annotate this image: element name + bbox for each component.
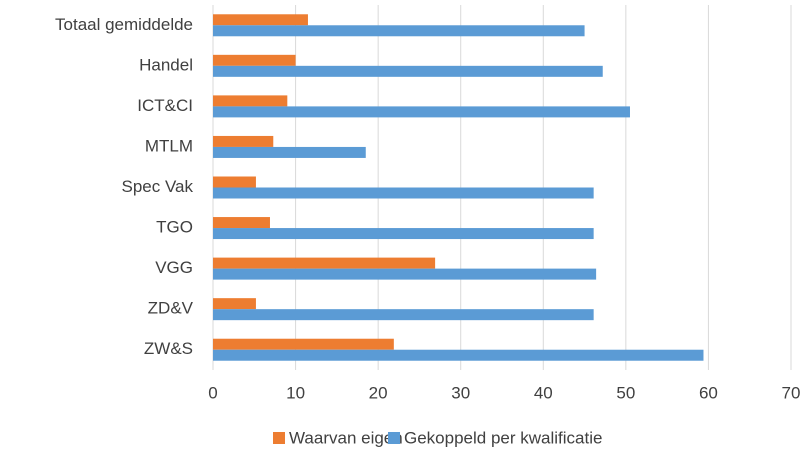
bar xyxy=(213,25,585,37)
bar xyxy=(213,187,594,199)
bar xyxy=(213,65,603,77)
bar xyxy=(213,95,288,107)
bar xyxy=(213,338,394,350)
x-tick-label: 40 xyxy=(534,383,553,402)
bar xyxy=(213,106,630,118)
bar xyxy=(213,309,594,321)
bar xyxy=(213,268,597,280)
x-tick-label: 70 xyxy=(782,383,801,402)
y-tick-label: TGO xyxy=(156,218,193,237)
bar xyxy=(213,298,256,310)
bar xyxy=(213,54,296,66)
x-tick-label: 60 xyxy=(699,383,718,402)
y-tick-label: MTLM xyxy=(145,136,193,155)
legend-label: Waarvan eigen xyxy=(289,428,403,447)
legend-label: Gekoppeld per kwalificatie xyxy=(404,428,602,447)
y-tick-label: ZD&V xyxy=(148,299,194,318)
y-tick-label: VGG xyxy=(155,258,193,277)
x-tick-label: 30 xyxy=(451,383,470,402)
bar xyxy=(213,14,308,26)
bar xyxy=(213,228,594,240)
y-tick-label: Spec Vak xyxy=(121,177,193,196)
y-tick-label: Totaal gemiddelde xyxy=(55,15,193,34)
bar xyxy=(213,135,274,147)
bar xyxy=(213,176,256,188)
bar xyxy=(213,349,704,361)
legend-swatch xyxy=(273,432,285,444)
x-tick-label: 50 xyxy=(616,383,635,402)
y-tick-label: ICT&CI xyxy=(137,96,193,115)
bar xyxy=(213,217,270,229)
x-tick-label: 10 xyxy=(286,383,305,402)
bar xyxy=(213,257,436,269)
y-tick-label: Handel xyxy=(139,55,193,74)
legend-swatch xyxy=(388,432,400,444)
bar xyxy=(213,146,366,158)
x-tick-label: 0 xyxy=(208,383,217,402)
y-tick-label: ZW&S xyxy=(144,339,193,358)
x-tick-label: 20 xyxy=(369,383,388,402)
